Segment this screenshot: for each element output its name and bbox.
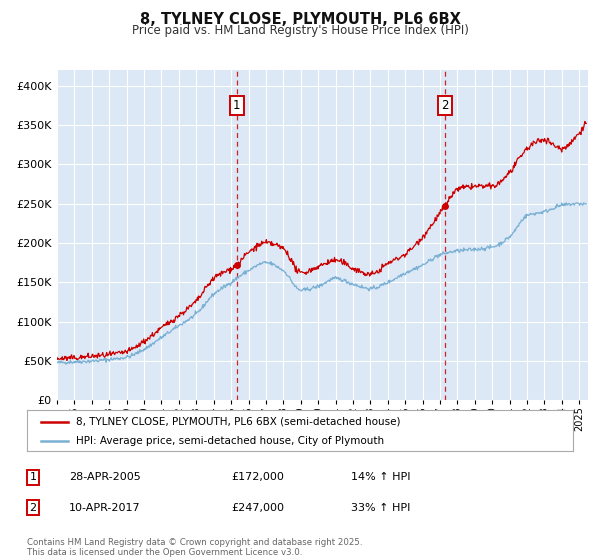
Text: 14% ↑ HPI: 14% ↑ HPI (351, 472, 410, 482)
Text: HPI: Average price, semi-detached house, City of Plymouth: HPI: Average price, semi-detached house,… (76, 436, 384, 446)
Text: 1: 1 (233, 99, 241, 112)
Text: 2: 2 (441, 99, 449, 112)
Text: £247,000: £247,000 (231, 503, 284, 513)
Text: 28-APR-2005: 28-APR-2005 (69, 472, 141, 482)
Text: 2: 2 (29, 503, 37, 513)
Text: Price paid vs. HM Land Registry's House Price Index (HPI): Price paid vs. HM Land Registry's House … (131, 24, 469, 36)
Text: 10-APR-2017: 10-APR-2017 (69, 503, 140, 513)
Text: £172,000: £172,000 (231, 472, 284, 482)
Text: 1: 1 (29, 472, 37, 482)
Text: 33% ↑ HPI: 33% ↑ HPI (351, 503, 410, 513)
Text: Contains HM Land Registry data © Crown copyright and database right 2025.
This d: Contains HM Land Registry data © Crown c… (27, 538, 362, 557)
Text: 8, TYLNEY CLOSE, PLYMOUTH, PL6 6BX (semi-detached house): 8, TYLNEY CLOSE, PLYMOUTH, PL6 6BX (semi… (76, 417, 401, 427)
Text: 8, TYLNEY CLOSE, PLYMOUTH, PL6 6BX: 8, TYLNEY CLOSE, PLYMOUTH, PL6 6BX (140, 12, 460, 27)
